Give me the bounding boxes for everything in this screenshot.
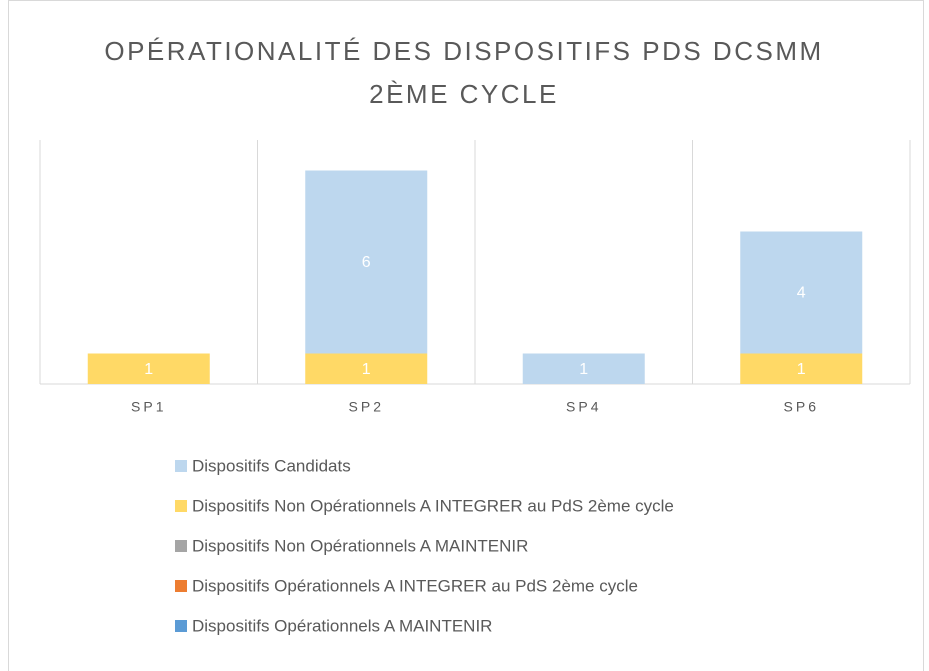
data-label: 1 xyxy=(362,361,371,378)
bar-segment xyxy=(740,353,863,384)
legend-label: Dispositifs Opérationnels A MAINTENIR xyxy=(192,616,492,635)
bar-segment xyxy=(87,353,210,384)
data-label: 6 xyxy=(362,254,371,271)
chart-border xyxy=(8,0,924,671)
bar-segment xyxy=(522,353,645,384)
x-tick-label: SP2 xyxy=(349,399,384,415)
chart-title: OPÉRATIONALITÉ DES DISPOSITIFS PDS DCSMM… xyxy=(104,36,824,109)
legend-swatch xyxy=(175,620,187,632)
legend-swatch xyxy=(175,460,187,472)
legend-swatch xyxy=(175,540,187,552)
data-label: 4 xyxy=(797,285,806,302)
data-label: 1 xyxy=(797,361,806,378)
data-label: 1 xyxy=(144,361,153,378)
legend-swatch xyxy=(175,500,187,512)
x-tick-label: SP4 xyxy=(566,399,601,415)
legend-label: Dispositifs Non Opérationnels A INTEGRER… xyxy=(192,496,674,515)
x-tick-label: SP6 xyxy=(784,399,819,415)
data-label: 1 xyxy=(579,361,588,378)
bar-segment xyxy=(305,353,428,384)
bar-segment xyxy=(740,231,863,354)
legend-swatch xyxy=(175,580,187,592)
bar-segment xyxy=(305,170,428,354)
legend-label: Dispositifs Candidats xyxy=(192,456,351,475)
legend-label: Dispositifs Non Opérationnels A MAINTENI… xyxy=(192,536,528,555)
legend-label: Dispositifs Opérationnels A INTEGRER au … xyxy=(192,576,638,595)
x-tick-label: SP1 xyxy=(131,399,166,415)
